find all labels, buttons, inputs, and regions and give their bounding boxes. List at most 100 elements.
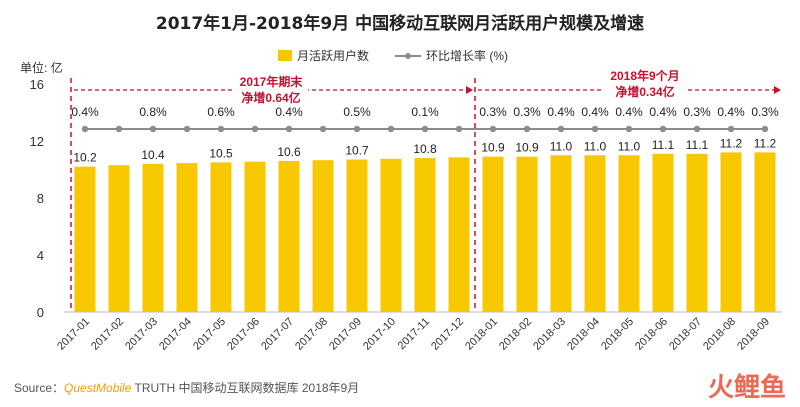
growth-value-label: 0.4% bbox=[547, 105, 575, 119]
legend-label-growth: 环比增长率 (%) bbox=[426, 48, 508, 63]
bar-value-label: 10.5 bbox=[209, 146, 233, 160]
growth-value-label: 0.4% bbox=[71, 105, 99, 119]
bar-value-label: 11.0 bbox=[584, 139, 607, 153]
x-tick-label: 2017-02 bbox=[89, 316, 126, 353]
growth-value-label: 0.3% bbox=[683, 105, 711, 119]
growth-point-2017-10 bbox=[387, 125, 395, 133]
growth-value-label: 0.3% bbox=[479, 105, 507, 119]
growth-point-2017-04 bbox=[183, 125, 191, 133]
growth-value-label: 0.4% bbox=[717, 105, 745, 119]
legend-label-users: 月活跃用户数 bbox=[297, 48, 369, 63]
legend-line-marker bbox=[405, 53, 411, 59]
growth-value-label: 0.5% bbox=[343, 105, 371, 119]
source-brand: QuestMobile bbox=[64, 381, 132, 395]
growth-point-2017-12 bbox=[455, 125, 463, 133]
x-tick-label: 2017-08 bbox=[293, 316, 330, 353]
y-tick-label: 8 bbox=[37, 191, 44, 206]
chart-title: 2017年1月-2018年9月 中国移动互联网月活跃用户规模及增速 bbox=[156, 13, 644, 34]
annotation-2017-bg bbox=[234, 73, 308, 107]
growth-value-label: 0.6% bbox=[207, 105, 235, 119]
bar-2018-04 bbox=[584, 155, 606, 312]
legend-bar-swatch bbox=[278, 50, 292, 61]
growth-point-2018-01 bbox=[489, 125, 497, 133]
x-tick-label: 2018-06 bbox=[633, 316, 670, 353]
growth-point-2017-03 bbox=[149, 125, 157, 133]
growth-point-2017-11 bbox=[421, 125, 429, 133]
growth-value-label: 0.1% bbox=[411, 105, 439, 119]
growth-point-2017-09 bbox=[353, 125, 361, 133]
bar-value-label: 11.1 bbox=[686, 138, 709, 152]
bar-2017-09 bbox=[346, 159, 368, 312]
bar-2017-11 bbox=[414, 158, 436, 312]
bar-2017-05 bbox=[210, 162, 232, 312]
growth-point-2018-09 bbox=[761, 125, 769, 133]
x-tick-label: 2018-07 bbox=[667, 316, 704, 353]
growth-value-label: 0.4% bbox=[581, 105, 609, 119]
y-tick-label: 4 bbox=[37, 248, 44, 263]
growth-point-2017-07 bbox=[285, 125, 293, 133]
bar-2017-10 bbox=[380, 158, 402, 312]
x-tick-label: 2017-09 bbox=[327, 316, 364, 353]
growth-value-label: 0.3% bbox=[751, 105, 779, 119]
x-tick-label: 2018-03 bbox=[531, 316, 568, 353]
bar-2017-12 bbox=[448, 157, 470, 312]
growth-point-2017-06 bbox=[251, 125, 259, 133]
x-tick-label: 2017-12 bbox=[429, 316, 466, 353]
annotation-2017-line1: 2017年期末 bbox=[240, 74, 304, 89]
growth-value-label: 0.8% bbox=[139, 105, 167, 119]
bar-value-label: 10.9 bbox=[481, 141, 505, 155]
bar-value-label: 10.8 bbox=[413, 142, 437, 156]
bar-value-label: 11.0 bbox=[550, 139, 573, 153]
annotation-2017-line2: 净增0.64亿 bbox=[241, 90, 300, 105]
growth-value-label: 0.4% bbox=[615, 105, 643, 119]
bar-2018-06 bbox=[652, 153, 674, 312]
bar-2018-02 bbox=[516, 156, 538, 312]
y-tick-label: 16 bbox=[30, 77, 44, 92]
bar-2018-08 bbox=[720, 152, 742, 312]
bar-value-label: 10.6 bbox=[277, 145, 301, 159]
bar-2018-09 bbox=[754, 152, 776, 312]
bar-value-label: 10.2 bbox=[73, 151, 97, 165]
x-tick-label: 2018-05 bbox=[599, 316, 636, 353]
annotation-2018-line1: 2018年9个月 bbox=[610, 68, 679, 83]
bar-value-label: 11.0 bbox=[618, 139, 641, 153]
annotation-2018-arrowhead bbox=[774, 86, 781, 94]
growth-point-2017-08 bbox=[319, 125, 327, 133]
growth-point-2017-01 bbox=[81, 125, 89, 133]
x-tick-label: 2017-07 bbox=[259, 316, 296, 353]
bar-value-label: 11.1 bbox=[652, 138, 675, 152]
growth-point-2018-05 bbox=[625, 125, 633, 133]
x-tick-label: 2017-10 bbox=[361, 316, 398, 353]
bar-2018-03 bbox=[550, 155, 572, 312]
y-tick-label: 12 bbox=[30, 134, 44, 149]
growth-value-label: 0.4% bbox=[275, 105, 303, 119]
bar-value-label: 11.2 bbox=[754, 136, 777, 150]
x-tick-label: 2017-03 bbox=[123, 316, 160, 353]
bar-2017-04 bbox=[176, 163, 198, 312]
bar-value-label: 10.4 bbox=[141, 148, 165, 162]
annotation-2018-line2: 净增0.34亿 bbox=[615, 84, 674, 99]
annotation-2018-bg bbox=[604, 68, 686, 102]
bar-2017-02 bbox=[108, 165, 130, 312]
growth-point-2018-04 bbox=[591, 125, 599, 133]
x-tick-label: 2018-08 bbox=[701, 316, 738, 353]
x-tick-label: 2018-02 bbox=[497, 316, 534, 353]
growth-value-label: 0.4% bbox=[649, 105, 677, 119]
source-note: Source：QuestMobile TRUTH 中国移动互联网数据库 2018… bbox=[14, 380, 359, 395]
x-tick-label: 2017-05 bbox=[191, 316, 228, 353]
source-text: TRUTH 中国移动互联网数据库 2018年9月 bbox=[131, 380, 359, 395]
bar-2017-07 bbox=[278, 160, 300, 312]
growth-point-2018-07 bbox=[693, 125, 701, 133]
growth-point-2017-02 bbox=[115, 125, 123, 133]
annotation-2017-arrowhead bbox=[466, 86, 473, 94]
y-axis-label: 单位: 亿 bbox=[20, 60, 63, 75]
bar-value-label: 10.9 bbox=[515, 141, 539, 155]
x-tick-label: 2018-04 bbox=[565, 316, 602, 353]
bar-2017-03 bbox=[142, 163, 164, 312]
bar-2018-01 bbox=[482, 156, 504, 312]
x-tick-label: 2017-01 bbox=[55, 316, 92, 353]
bar-2017-01 bbox=[74, 166, 96, 312]
growth-value-label: 0.3% bbox=[513, 105, 541, 119]
x-tick-label: 2018-01 bbox=[463, 316, 500, 353]
